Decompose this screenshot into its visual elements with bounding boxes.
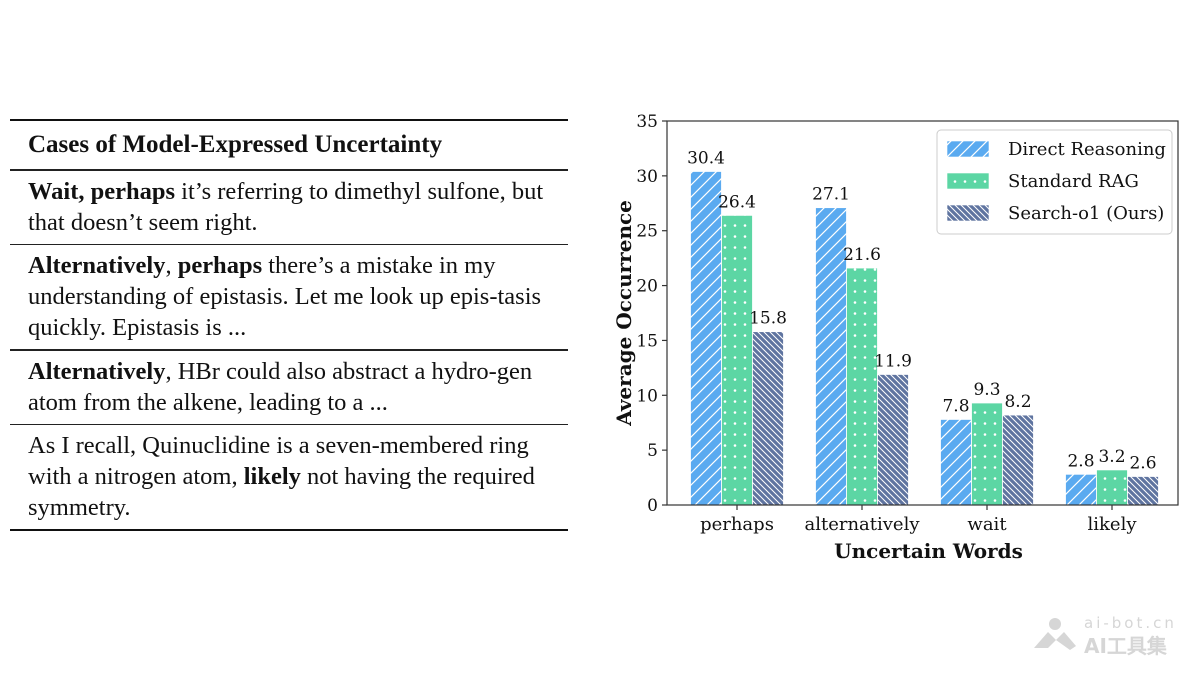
y-tick-label: 35: [636, 112, 658, 132]
y-tick-label: 20: [636, 277, 658, 297]
x-tick-label: alternatively: [804, 514, 920, 535]
data-label: 2.6: [1129, 453, 1156, 473]
watermark-brand: AI工具集: [1084, 634, 1167, 658]
y-tick-label: 0: [647, 496, 658, 516]
legend-box: [936, 129, 1173, 235]
data-label: 26.4: [718, 192, 756, 212]
data-label: 7.8: [942, 396, 969, 416]
data-label: 9.3: [973, 380, 1000, 400]
data-label: 2.8: [1067, 451, 1094, 471]
bar-direct-reasoning-wait: [940, 419, 972, 506]
bar-standard-rag-alternatively: [846, 267, 878, 506]
x-tick-label: perhaps: [700, 514, 774, 535]
y-axis-label: Average Occurrence: [612, 200, 636, 427]
bar-direct-reasoning-likely: [1065, 473, 1097, 506]
bar-search-o1-ours--likely: [1127, 476, 1159, 506]
bar-direct-reasoning-perhaps: [690, 171, 722, 506]
bar-search-o1-ours--perhaps: [752, 331, 784, 506]
legend-label: Direct Reasoning: [1008, 139, 1166, 160]
y-tick-label: 30: [636, 167, 658, 187]
case-text: ,: [165, 252, 178, 279]
plot-frame: [666, 120, 1179, 506]
data-label: 3.2: [1098, 447, 1125, 467]
highlighted-uncertain-word: Alternatively: [28, 357, 166, 385]
case-row: Wait, perhaps it’s referring to dimethyl…: [10, 171, 568, 244]
row-rule: [10, 243, 568, 245]
legend-swatch: [946, 140, 990, 158]
highlighted-uncertain-word: perhaps: [177, 252, 263, 279]
table-title: Cases of Model-Expressed Uncertainty: [28, 131, 443, 158]
data-label: 11.9: [874, 351, 912, 371]
ai-bot-logo-icon: [1034, 618, 1076, 650]
row-rule: [10, 423, 568, 425]
case-row: Alternatively, HBr could also abstract a…: [10, 351, 568, 424]
case-text: not having the required symmetry.: [28, 463, 535, 521]
row-rule: [10, 349, 568, 351]
bar-standard-rag-likely: [1096, 469, 1128, 506]
case-row: As I recall, Quinuclidine is a seven-mem…: [10, 425, 568, 529]
legend-label: Search-o1 (Ours): [1008, 203, 1164, 224]
data-label: 27.1: [812, 185, 850, 205]
y-tick-label: 15: [636, 331, 658, 351]
y-tick-label: 25: [636, 222, 658, 242]
legend-label: Standard RAG: [1008, 171, 1139, 192]
bottom-rule: [10, 529, 568, 531]
case-text: there’s a mistake in my understanding of…: [28, 252, 542, 341]
data-label: 21.6: [843, 245, 881, 265]
watermark-url: ai-bot.cn: [1084, 614, 1177, 632]
y-tick-label: 5: [647, 441, 658, 461]
bar-search-o1-ours--wait: [1002, 414, 1034, 506]
data-label: 30.4: [687, 148, 725, 168]
case-row: Alternatively, perhaps there’s a mistake…: [10, 245, 568, 349]
x-axis-label: Uncertain Words: [834, 539, 1023, 563]
x-tick-label: wait: [967, 514, 1007, 535]
y-tick-label: 10: [636, 386, 658, 406]
uncertainty-cases-table: Cases of Model-Expressed Uncertainty Wai…: [10, 119, 568, 531]
data-label: 15.8: [749, 309, 787, 329]
legend-swatch: [946, 172, 990, 190]
highlighted-uncertain-word: likely: [243, 463, 301, 490]
bar-standard-rag-wait: [971, 402, 1003, 506]
bar-direct-reasoning-alternatively: [815, 207, 847, 506]
case-text: As I recall, Quinuclidine is a seven-mem…: [28, 432, 529, 490]
highlighted-uncertain-word: Wait, perhaps: [28, 177, 176, 205]
highlighted-uncertain-word: Alternatively: [28, 252, 166, 279]
top-rule: [10, 119, 568, 121]
bar-standard-rag-perhaps: [721, 214, 753, 506]
case-text: , HBr could also abstract a hydro-gen at…: [28, 357, 533, 416]
header-rule: [10, 169, 568, 171]
bar-search-o1-ours--alternatively: [877, 374, 909, 506]
x-tick-label: likely: [1088, 514, 1138, 535]
legend-swatch: [946, 204, 990, 222]
data-label: 8.2: [1004, 392, 1031, 412]
case-text: it’s referring to dimethyl sulfone, but …: [28, 177, 544, 236]
